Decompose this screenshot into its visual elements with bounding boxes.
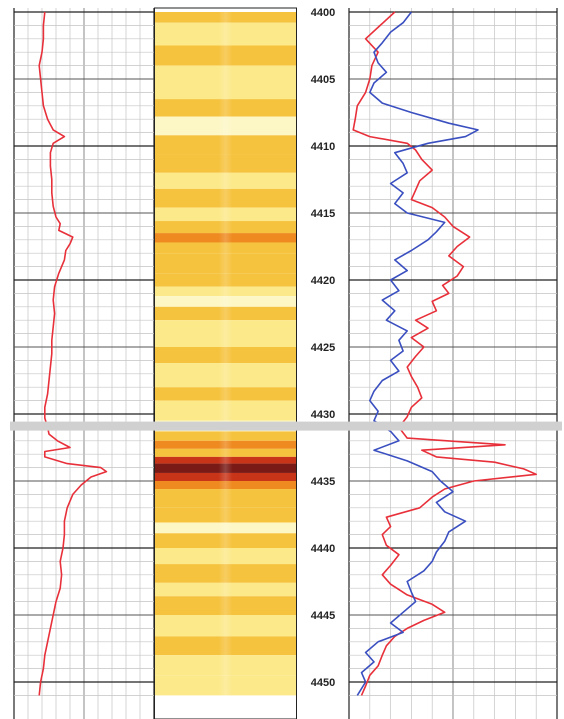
image-highlight (155, 8, 296, 719)
depth-label: 4410 (311, 141, 335, 153)
blue-log-curve (356, 11, 479, 696)
depth-label: 4420 (311, 275, 335, 287)
depth-label: 4450 (311, 677, 335, 689)
depth-label: 4435 (311, 476, 335, 488)
depth-label: 4445 (311, 610, 335, 622)
gamma-curve (38, 11, 108, 696)
depth-marker-line (10, 421, 562, 431)
depth-axis: 4400 4405 4410 4415 4420 4425 4430 4435 4440 4445… (311, 7, 335, 689)
depth-label: 4405 (311, 74, 335, 86)
log-track (348, 8, 558, 719)
depth-label: 4425 (311, 342, 335, 354)
image-track-border (154, 7, 297, 719)
red-log-curve (352, 11, 537, 696)
depth-label: 4415 (311, 208, 335, 220)
depth-label: 4440 (311, 543, 335, 555)
image-track (154, 7, 297, 719)
gamma-track (13, 8, 155, 719)
depth-label: 4430 (311, 409, 335, 421)
depth-label: 4400 (311, 7, 335, 19)
log-track-grid (348, 8, 558, 719)
